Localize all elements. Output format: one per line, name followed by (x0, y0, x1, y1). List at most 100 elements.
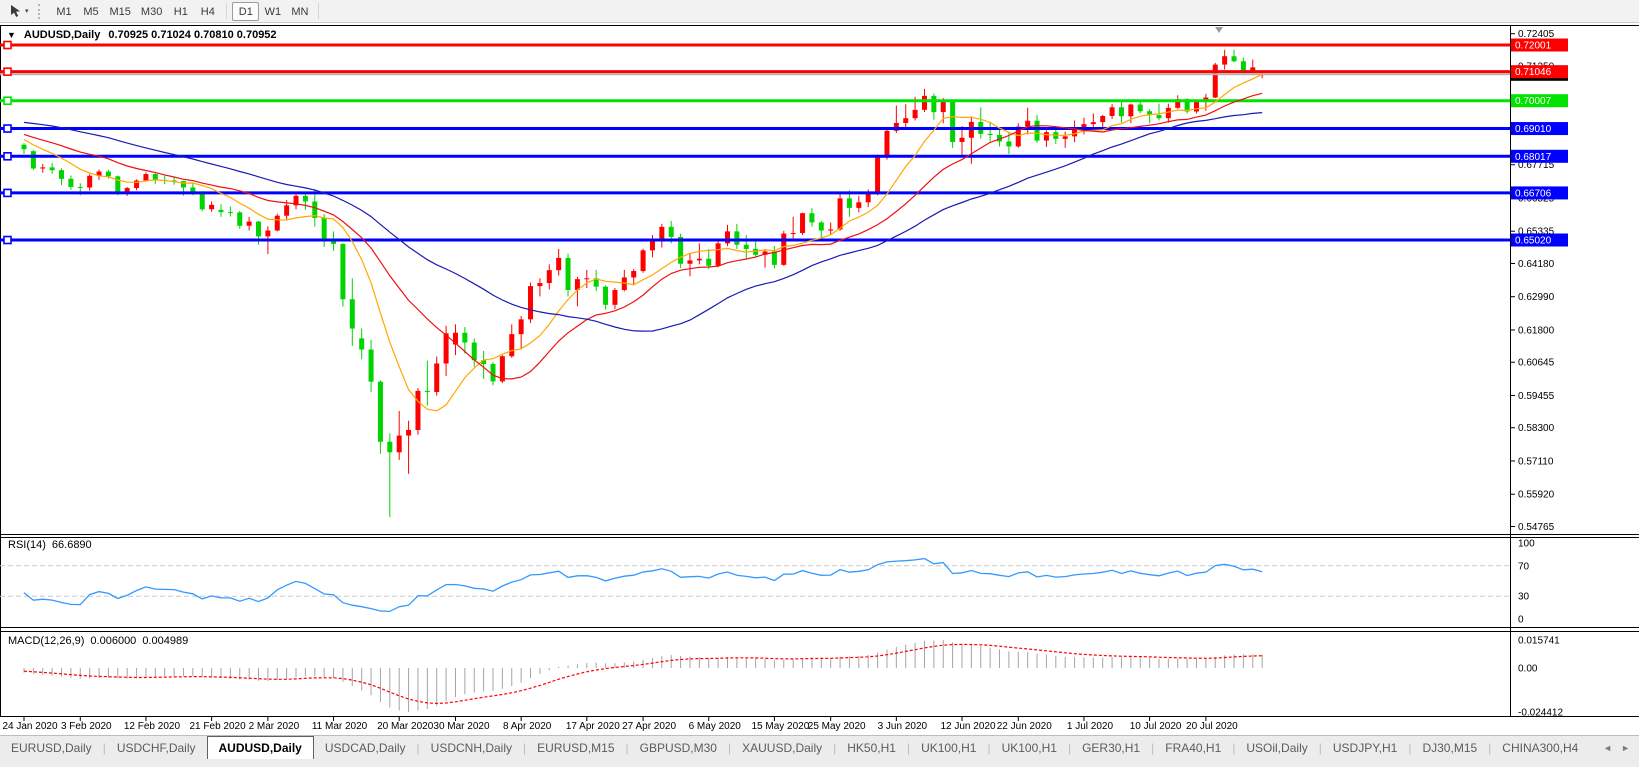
symbol-tab-hk50-h1[interactable]: HK50,H1 (847, 740, 896, 755)
symbol-tab-bar: EURUSD,Daily | USDCHF,Daily AUDUSD,Daily USD… (0, 735, 1639, 759)
timeframe-button-m15[interactable]: M15 (109, 5, 131, 18)
timeframe-button-m30[interactable]: M30 (140, 5, 163, 18)
horizontal-level-lines (0, 43, 1510, 242)
svg-text:6 May 2020: 6 May 2020 (689, 721, 742, 732)
macd-label: MACD(12,26,9) (8, 635, 85, 647)
symbol-tab-audusd-daily[interactable]: AUDUSD,Daily (206, 736, 314, 759)
tab-separator: | (987, 740, 991, 755)
level-price-label: 0.66706 (1515, 188, 1552, 199)
chart-shift-marker-icon[interactable] (1215, 27, 1223, 33)
tab-separator: | (102, 740, 106, 755)
symbol-tab-gbpusd-m30[interactable]: GBPUSD,M30 (639, 740, 717, 755)
moving-average-8 (23, 73, 1263, 412)
timeframe-button-h4[interactable]: H4 (200, 5, 215, 18)
chevron-down-icon: ▾ (25, 8, 29, 15)
tab-separator: | (1151, 740, 1155, 755)
svg-text:3 Jun 2020: 3 Jun 2020 (878, 721, 928, 732)
tab-separator: | (1232, 740, 1236, 755)
symbol-tab-fra40-h1[interactable]: FRA40,H1 (1165, 740, 1222, 755)
date-axis[interactable]: 24 Jan 2020 3 Feb 2020 12 Feb 2020 21 Feb 2… (2, 716, 1238, 732)
svg-text:12 Jun 2020: 12 Jun 2020 (940, 721, 995, 732)
tab-separator: | (906, 740, 911, 755)
chart-menu-icon[interactable]: ▼ (7, 30, 16, 40)
svg-text:100: 100 (1518, 539, 1535, 550)
level-price-label: 0.71046 (1515, 67, 1552, 78)
chart-ohlc-values: 0.70925 0.71024 0.70810 0.70952 (108, 29, 277, 41)
tab-scroll-right-button[interactable]: ► (1621, 742, 1630, 753)
chart-title: ▼ AUDUSD,Daily 0.70925 0.71024 0.70810 0… (7, 29, 277, 41)
symbol-tab-usdcad-daily[interactable]: USDCAD,Daily (324, 740, 406, 755)
rsi-indicator-title: RSI(14) 66.6890 (8, 539, 92, 551)
svg-text:0.55920: 0.55920 (1518, 490, 1555, 501)
tab-separator: | (1408, 740, 1412, 755)
macd-signal-line (23, 643, 1263, 705)
svg-text:3 Feb 2020: 3 Feb 2020 (61, 721, 112, 732)
timeframe-button-h1[interactable]: H1 (173, 5, 188, 18)
rsi-value: 66.6890 (51, 539, 92, 551)
symbol-tab-usdjpy-h1[interactable]: USDJPY,H1 (1332, 740, 1398, 755)
svg-text:10 Jul 2020: 10 Jul 2020 (1130, 721, 1182, 732)
svg-text:30: 30 (1518, 592, 1530, 603)
svg-text:17 Apr 2020: 17 Apr 2020 (566, 721, 620, 732)
svg-text:0.54765: 0.54765 (1518, 522, 1555, 533)
symbol-tab-ger30-h1[interactable]: GER30,H1 (1082, 740, 1141, 755)
svg-text:0.65335: 0.65335 (1518, 227, 1555, 238)
chart-symbol-label: AUDUSD,Daily (23, 29, 101, 41)
price-axis[interactable]: 0.724050.712500.700600.689050.677150.665… (1510, 29, 1568, 533)
symbol-tab-eurusd-daily[interactable]: EURUSD,Daily (11, 740, 92, 755)
toolbar-grip[interactable] (37, 3, 44, 19)
symbol-tab-dj30-m15[interactable]: DJ30,M15 (1422, 740, 1478, 755)
symbol-tab-usdchf-daily[interactable]: USDCHF,Daily (116, 740, 196, 755)
svg-text:25 May 2020: 25 May 2020 (808, 721, 866, 732)
cursor-tool-button[interactable]: ▾ (4, 2, 34, 21)
timeframe-button-mn[interactable]: MN (291, 5, 309, 18)
symbol-tab-china300-h4[interactable]: CHINA300,H4 (1502, 740, 1579, 755)
svg-text:12 Feb 2020: 12 Feb 2020 (124, 721, 181, 732)
tab-separator: | (625, 740, 629, 755)
macd-signal-value: 0.004989 (142, 635, 189, 647)
svg-text:0.60645: 0.60645 (1518, 358, 1555, 369)
svg-text:8 Apr 2020: 8 Apr 2020 (503, 721, 552, 732)
rsi-line (23, 557, 1263, 613)
toolbar-separator (318, 3, 320, 19)
svg-text:0.64180: 0.64180 (1518, 259, 1555, 270)
timeframe-button-m5[interactable]: M5 (83, 5, 99, 18)
timeframe-button-d1[interactable]: D1 (232, 1, 260, 21)
macd-panel: 0.015741 0.00 -0.024412 (23, 636, 1563, 719)
symbol-tab-usdcnh-daily[interactable]: USDCNH,Daily (430, 740, 513, 755)
macd-main-value: 0.006000 (90, 635, 137, 647)
svg-text:0.58300: 0.58300 (1518, 423, 1555, 434)
moving-average-17 (23, 92, 1263, 380)
timeframe-toolbar: ▾ M1 M5 M15 M30 H1 H4 D1 W1 MN (0, 0, 1639, 23)
svg-text:2 Mar 2020: 2 Mar 2020 (249, 721, 300, 732)
symbol-tab-uk100-h1[interactable]: UK100,H1 (921, 740, 977, 755)
panel-borders (0, 25, 1639, 717)
tab-separator: | (1488, 740, 1492, 755)
svg-text:70: 70 (1518, 561, 1530, 572)
svg-text:0.015741: 0.015741 (1518, 636, 1560, 647)
level-price-label: 0.70007 (1515, 96, 1552, 107)
svg-text:30 Mar 2020: 30 Mar 2020 (433, 721, 490, 732)
svg-text:0.62990: 0.62990 (1518, 292, 1555, 303)
tab-separator: | (1067, 740, 1072, 755)
svg-text:0.59455: 0.59455 (1518, 391, 1555, 402)
timeframe-button-w1[interactable]: W1 (264, 5, 282, 18)
timeframe-button-m1[interactable]: M1 (56, 5, 72, 18)
svg-text:22 Jun 2020: 22 Jun 2020 (997, 721, 1052, 732)
tab-separator: | (416, 740, 420, 755)
svg-text:11 Mar 2020: 11 Mar 2020 (312, 721, 368, 732)
tab-scroll-left-button[interactable]: ◄ (1603, 742, 1613, 753)
svg-text:20 Jul 2020: 20 Jul 2020 (1186, 721, 1238, 732)
svg-text:-0.024412: -0.024412 (1518, 708, 1563, 719)
symbol-tab-usoil-daily[interactable]: USOil,Daily (1246, 740, 1308, 755)
symbol-tab-eurusd-m15[interactable]: EURUSD,M15 (537, 740, 615, 755)
symbol-tab-uk100-h1[interactable]: UK100,H1 (1001, 740, 1057, 755)
level-line-anchors (3, 40, 12, 245)
symbol-tab-xauusd-daily[interactable]: XAUUSD,Daily (742, 740, 823, 755)
macd-indicator-title: MACD(12,26,9) 0.006000 0.004989 (8, 635, 188, 647)
svg-text:1 Jul 2020: 1 Jul 2020 (1067, 721, 1114, 732)
status-strip (0, 759, 1639, 767)
tab-separator: | (1318, 740, 1322, 755)
